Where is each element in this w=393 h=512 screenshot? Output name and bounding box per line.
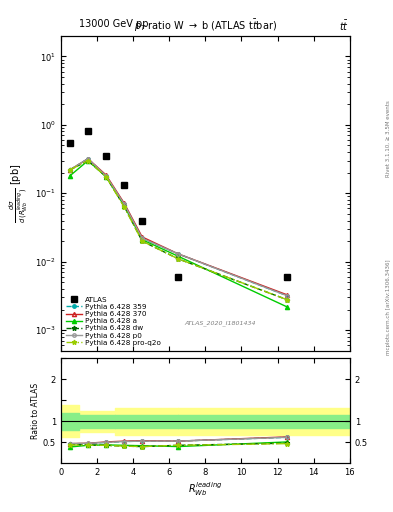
Text: Rivet 3.1.10, ≥ 3.5M events: Rivet 3.1.10, ≥ 3.5M events [386, 100, 391, 177]
Pythia 6.428 pro-q2o [140, 238, 145, 244]
Pythia 6.428 dw [140, 238, 145, 244]
Line: Pythia 6.428 dw: Pythia 6.428 dw [68, 158, 289, 302]
Pythia 6.428 dw [176, 256, 181, 262]
Pythia 6.428 359 [284, 292, 289, 298]
Line: Pythia 6.428 p0: Pythia 6.428 p0 [68, 157, 288, 297]
Pythia 6.428 a [122, 203, 127, 209]
Pythia 6.428 dw [284, 296, 289, 303]
Pythia 6.428 370 [122, 200, 127, 206]
Pythia 6.428 a [140, 237, 145, 243]
Pythia 6.428 dw [68, 167, 72, 173]
Pythia 6.428 p0 [68, 167, 72, 173]
Text: $t\bar{t}$: $t\bar{t}$ [339, 19, 349, 33]
Title: $p_T$ ratio W $\rightarrow$ b (ATLAS t$\bar{t}$bar): $p_T$ ratio W $\rightarrow$ b (ATLAS t$\… [134, 18, 277, 34]
Pythia 6.428 p0 [176, 251, 181, 257]
X-axis label: $R_{Wb}^{leading}$: $R_{Wb}^{leading}$ [188, 480, 222, 498]
Legend: ATLAS, Pythia 6.428 359, Pythia 6.428 370, Pythia 6.428 a, Pythia 6.428 dw, Pyth: ATLAS, Pythia 6.428 359, Pythia 6.428 37… [64, 295, 162, 347]
Text: mcplots.cern.ch [arXiv:1306.3436]: mcplots.cern.ch [arXiv:1306.3436] [386, 260, 391, 355]
ATLAS [176, 274, 181, 280]
Pythia 6.428 p0 [86, 156, 90, 162]
Line: Pythia 6.428 359: Pythia 6.428 359 [68, 157, 288, 297]
Pythia 6.428 dw [86, 158, 90, 164]
Line: ATLAS: ATLAS [67, 127, 290, 280]
Line: Pythia 6.428 370: Pythia 6.428 370 [68, 157, 289, 297]
Pythia 6.428 pro-q2o [68, 167, 72, 173]
Pythia 6.428 a [176, 253, 181, 260]
Pythia 6.428 370 [104, 172, 108, 178]
Pythia 6.428 370 [284, 291, 289, 297]
Pythia 6.428 pro-q2o [86, 158, 90, 164]
Pythia 6.428 359 [122, 201, 127, 207]
Pythia 6.428 a [86, 158, 90, 164]
Pythia 6.428 pro-q2o [284, 296, 289, 303]
Text: ATLAS_2020_I1801434: ATLAS_2020_I1801434 [184, 320, 255, 326]
Pythia 6.428 370 [140, 234, 145, 240]
Pythia 6.428 359 [140, 235, 145, 241]
ATLAS [122, 182, 127, 188]
Pythia 6.428 a [284, 304, 289, 310]
Pythia 6.428 359 [104, 173, 108, 179]
ATLAS [284, 274, 289, 280]
Text: 13000 GeV pp: 13000 GeV pp [79, 19, 149, 29]
Pythia 6.428 359 [176, 251, 181, 257]
ATLAS [140, 218, 145, 224]
Pythia 6.428 pro-q2o [176, 256, 181, 262]
Pythia 6.428 370 [68, 167, 72, 173]
Pythia 6.428 p0 [104, 173, 108, 179]
Line: Pythia 6.428 pro-q2o: Pythia 6.428 pro-q2o [68, 158, 289, 302]
Pythia 6.428 370 [176, 251, 181, 257]
Pythia 6.428 dw [122, 203, 127, 209]
ATLAS [68, 140, 72, 146]
Pythia 6.428 pro-q2o [104, 174, 108, 180]
Pythia 6.428 a [104, 174, 108, 180]
Pythia 6.428 pro-q2o [122, 204, 127, 210]
Pythia 6.428 p0 [122, 201, 127, 207]
Pythia 6.428 359 [86, 156, 90, 162]
Pythia 6.428 p0 [140, 235, 145, 241]
ATLAS [86, 127, 90, 134]
ATLAS [104, 153, 108, 159]
Y-axis label: $\frac{d\sigma}{d\,(R_{Wb}^{leading})}$ [pb]: $\frac{d\sigma}{d\,(R_{Wb}^{leading})}$ … [7, 163, 29, 223]
Pythia 6.428 359 [68, 167, 72, 173]
Pythia 6.428 p0 [284, 292, 289, 298]
Line: Pythia 6.428 a: Pythia 6.428 a [68, 159, 289, 309]
Pythia 6.428 dw [104, 174, 108, 180]
Y-axis label: Ratio to ATLAS: Ratio to ATLAS [31, 383, 40, 439]
Pythia 6.428 a [68, 173, 72, 179]
Pythia 6.428 370 [86, 156, 90, 162]
